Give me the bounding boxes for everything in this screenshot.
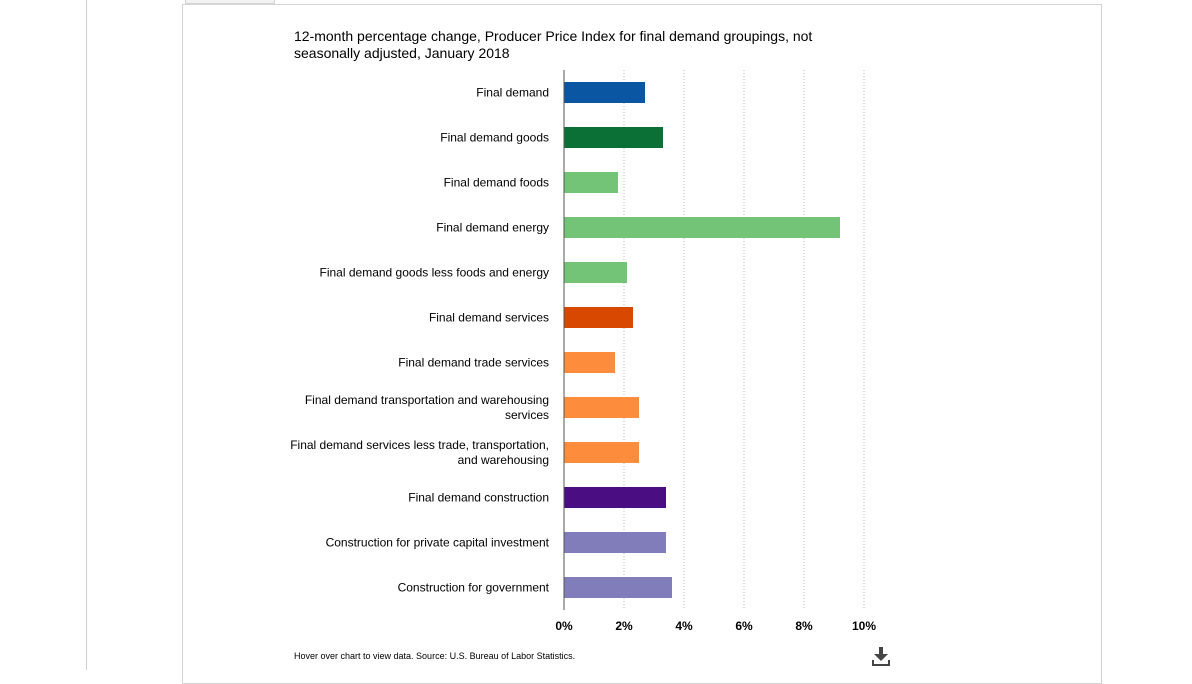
bar[interactable] — [564, 532, 666, 553]
bar[interactable] — [564, 352, 615, 373]
bar[interactable] — [564, 172, 618, 193]
category-label: Final demand goods — [440, 131, 549, 145]
page-frame-border — [86, 0, 87, 670]
bar[interactable] — [564, 307, 633, 328]
bar[interactable] — [564, 577, 672, 598]
category-label: Final demand construction — [408, 491, 549, 505]
x-tick-label: 8% — [795, 619, 813, 633]
category-label: Final demand — [476, 86, 549, 100]
category-label: Final demand transportation and warehous… — [305, 393, 549, 422]
bar[interactable] — [564, 397, 639, 418]
bar[interactable] — [564, 217, 840, 238]
x-tick-label: 4% — [675, 619, 693, 633]
x-tick-label: 0% — [555, 619, 573, 633]
bar-chart[interactable]: Final demand Final demand goods Final dema… — [0, 0, 1192, 670]
category-label: Final demand energy — [436, 221, 549, 235]
category-label: Construction for private capital investm… — [326, 536, 550, 550]
bar[interactable] — [564, 487, 666, 508]
chart-title: 12-month percentage change, Producer Pri… — [294, 28, 813, 61]
x-tick-label: 2% — [615, 619, 633, 633]
category-label: Final demand services less trade, transp… — [290, 438, 549, 467]
download-icon[interactable] — [870, 645, 892, 667]
x-tick-labels: 0% 2% 4% 6% 8% 10% — [555, 619, 876, 633]
bars — [564, 82, 840, 598]
category-label: Final demand services — [429, 311, 549, 325]
bar[interactable] — [564, 262, 627, 283]
gridlines — [623, 70, 865, 610]
bar[interactable] — [564, 442, 639, 463]
chart-panel — [182, 4, 1102, 684]
source-note: Hover over chart to view data. Source: U… — [294, 651, 576, 661]
bar[interactable] — [564, 82, 645, 103]
bar[interactable] — [564, 127, 663, 148]
category-label: Construction for government — [398, 581, 550, 595]
tab-stub[interactable] — [185, 0, 275, 4]
category-labels: Final demand Final demand goods Final dema… — [290, 86, 549, 595]
x-tick-label: 10% — [852, 619, 876, 633]
category-label: Final demand foods — [444, 176, 549, 190]
category-label: Final demand goods less foods and energy — [320, 266, 549, 280]
x-tick-label: 6% — [735, 619, 753, 633]
category-label: Final demand trade services — [398, 356, 549, 370]
